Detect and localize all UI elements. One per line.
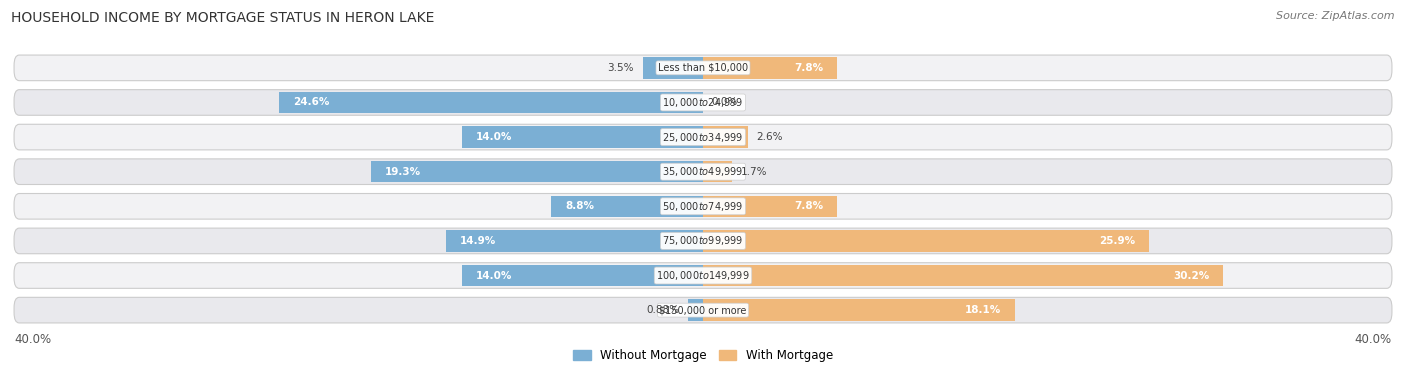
Text: $150,000 or more: $150,000 or more <box>659 305 747 315</box>
FancyBboxPatch shape <box>14 124 1392 150</box>
Text: 18.1%: 18.1% <box>965 305 1001 315</box>
FancyBboxPatch shape <box>14 297 1392 323</box>
Text: $10,000 to $24,999: $10,000 to $24,999 <box>662 96 744 109</box>
FancyBboxPatch shape <box>14 159 1392 184</box>
Text: 14.9%: 14.9% <box>460 236 496 246</box>
Bar <box>461 265 703 286</box>
Bar <box>703 299 1015 321</box>
Text: 7.8%: 7.8% <box>794 63 824 73</box>
Bar <box>280 92 703 113</box>
Text: $35,000 to $49,999: $35,000 to $49,999 <box>662 165 744 178</box>
Text: 0.0%: 0.0% <box>711 98 738 107</box>
Text: 25.9%: 25.9% <box>1099 236 1135 246</box>
Text: 19.3%: 19.3% <box>384 167 420 177</box>
Bar <box>643 57 703 79</box>
Text: $100,000 to $149,999: $100,000 to $149,999 <box>657 269 749 282</box>
Text: 7.8%: 7.8% <box>794 201 824 211</box>
Text: 1.7%: 1.7% <box>741 167 768 177</box>
Bar <box>371 161 703 183</box>
Bar <box>446 230 703 252</box>
Text: HOUSEHOLD INCOME BY MORTGAGE STATUS IN HERON LAKE: HOUSEHOLD INCOME BY MORTGAGE STATUS IN H… <box>11 11 434 25</box>
Text: $50,000 to $74,999: $50,000 to $74,999 <box>662 200 744 213</box>
Text: 40.0%: 40.0% <box>1355 333 1392 345</box>
Bar <box>703 161 733 183</box>
Text: 40.0%: 40.0% <box>14 333 51 345</box>
FancyBboxPatch shape <box>14 55 1392 81</box>
Text: 30.2%: 30.2% <box>1173 271 1209 280</box>
Bar <box>688 299 703 321</box>
Text: Less than $10,000: Less than $10,000 <box>658 63 748 73</box>
Text: 3.5%: 3.5% <box>607 63 634 73</box>
Text: 0.88%: 0.88% <box>647 305 679 315</box>
Text: 14.0%: 14.0% <box>475 271 512 280</box>
Bar <box>703 57 838 79</box>
Text: $75,000 to $99,999: $75,000 to $99,999 <box>662 234 744 248</box>
Bar <box>551 195 703 217</box>
Text: 2.6%: 2.6% <box>756 132 783 142</box>
Text: 8.8%: 8.8% <box>565 201 595 211</box>
Text: Source: ZipAtlas.com: Source: ZipAtlas.com <box>1277 11 1395 21</box>
Bar <box>461 126 703 148</box>
Legend: Without Mortgage, With Mortgage: Without Mortgage, With Mortgage <box>568 344 838 367</box>
Text: 14.0%: 14.0% <box>475 132 512 142</box>
FancyBboxPatch shape <box>14 263 1392 288</box>
Bar <box>703 126 748 148</box>
Bar <box>703 265 1223 286</box>
Bar <box>703 230 1149 252</box>
FancyBboxPatch shape <box>14 228 1392 254</box>
FancyBboxPatch shape <box>14 194 1392 219</box>
FancyBboxPatch shape <box>14 90 1392 115</box>
Text: $25,000 to $34,999: $25,000 to $34,999 <box>662 130 744 144</box>
Text: 24.6%: 24.6% <box>292 98 329 107</box>
Bar <box>703 195 838 217</box>
